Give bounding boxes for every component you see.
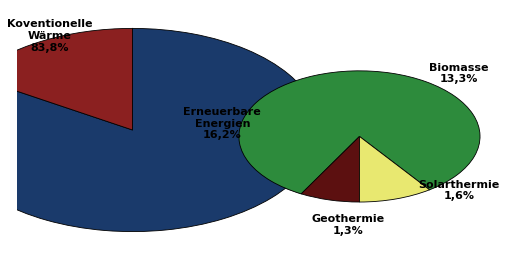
Text: Biomasse
13,3%: Biomasse 13,3% bbox=[428, 63, 487, 84]
Text: Koventionelle
Wärme
83,8%: Koventionelle Wärme 83,8% bbox=[7, 20, 92, 53]
Wedge shape bbox=[359, 136, 429, 202]
Wedge shape bbox=[0, 28, 319, 232]
Wedge shape bbox=[238, 71, 479, 194]
Wedge shape bbox=[300, 136, 359, 202]
Text: Solarthermie
1,6%: Solarthermie 1,6% bbox=[417, 180, 498, 201]
Wedge shape bbox=[0, 28, 132, 130]
Text: Geothermie
1,3%: Geothermie 1,3% bbox=[311, 214, 383, 236]
Text: Erneuerbare
Energien
16,2%: Erneuerbare Energien 16,2% bbox=[183, 107, 261, 140]
